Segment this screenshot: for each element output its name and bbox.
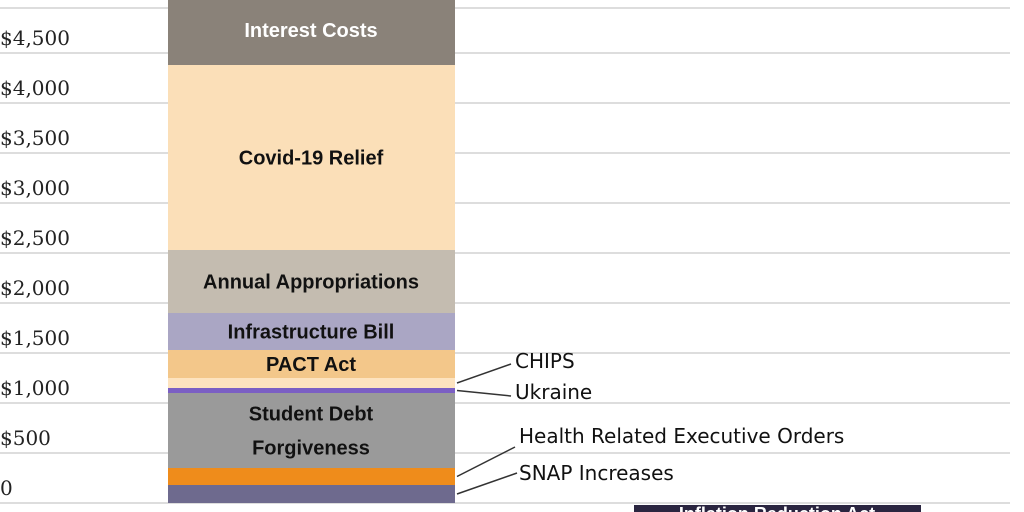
bar-segment-inflation-reduction-act	[634, 505, 921, 512]
gridlines	[0, 7, 1010, 504]
y-tick-label: 0	[0, 476, 13, 500]
segment-label-pact-act: PACT Act	[266, 354, 356, 376]
y-tick-label: $1,000	[0, 376, 70, 400]
segment-label-interest-costs: Interest Costs	[244, 20, 377, 42]
segment-label-student-debt-forgiveness: Student Debt	[249, 404, 374, 426]
callout-label-snap-increases: SNAP Increases	[519, 461, 674, 485]
y-tick-label: $500	[0, 426, 51, 450]
y-tick-label: $2,500	[0, 226, 70, 250]
callout-line-ukraine	[456, 389, 512, 397]
callout-label-chips: CHIPS	[515, 349, 575, 373]
callout-line-health-related-executive-orders	[456, 446, 516, 478]
bar-segment-snap-increases	[168, 485, 455, 503]
callout-line-snap-increases	[456, 472, 518, 495]
segment-label-inflation-reduction-act: Inflation Reduction Act	[679, 504, 875, 512]
bar-segment-annual-appropriations	[168, 250, 455, 313]
segment-label-annual-appropriations: Annual Appropriations	[203, 272, 419, 294]
y-tick-label: $1,500	[0, 326, 70, 350]
y-tick-label: $4,500	[0, 26, 70, 50]
y-tick-label: $3,500	[0, 126, 70, 150]
bar-segment-infrastructure-bill	[168, 313, 455, 350]
y-tick-label: $3,000	[0, 176, 70, 200]
bar-segment-chips	[168, 378, 455, 388]
callout-label-ukraine: Ukraine	[515, 380, 592, 404]
bar-segment-health-related-executive-orders	[168, 468, 455, 485]
y-tick-label: $2,000	[0, 276, 70, 300]
y-tick-label: $4,000	[0, 76, 70, 100]
y-axis-tick-labels: 0 $500 $1,000 $1,500 $2,000 $2,500 $3,000 $3,50…	[0, 26, 70, 500]
segment-label-covid-19-relief: Covid-19 Relief	[239, 148, 384, 170]
bar-segment-covid-19-relief	[168, 65, 455, 250]
segment-label-infrastructure-bill: Infrastructure Bill	[228, 322, 395, 344]
segment-label-student-debt-forgiveness: Forgiveness	[252, 438, 370, 460]
callout-line-chips	[456, 363, 512, 384]
callout-label-health-related-executive-orders: Health Related Executive Orders	[519, 424, 844, 448]
bar-segment-ukraine	[168, 388, 455, 393]
bar-segment-pact-act	[168, 350, 455, 378]
extra-bar: Inflation Reduction Act	[634, 504, 921, 512]
callout-labels: SNAP Increases Health Related Executive O…	[456, 349, 844, 495]
bar-segment-student-debt-forgiveness	[168, 393, 455, 468]
segment-labels: Student Debt Forgiveness PACT Act Infrastru…	[203, 20, 419, 460]
bar-segments	[168, 0, 455, 503]
bar-segment-interest-costs	[168, 0, 455, 65]
